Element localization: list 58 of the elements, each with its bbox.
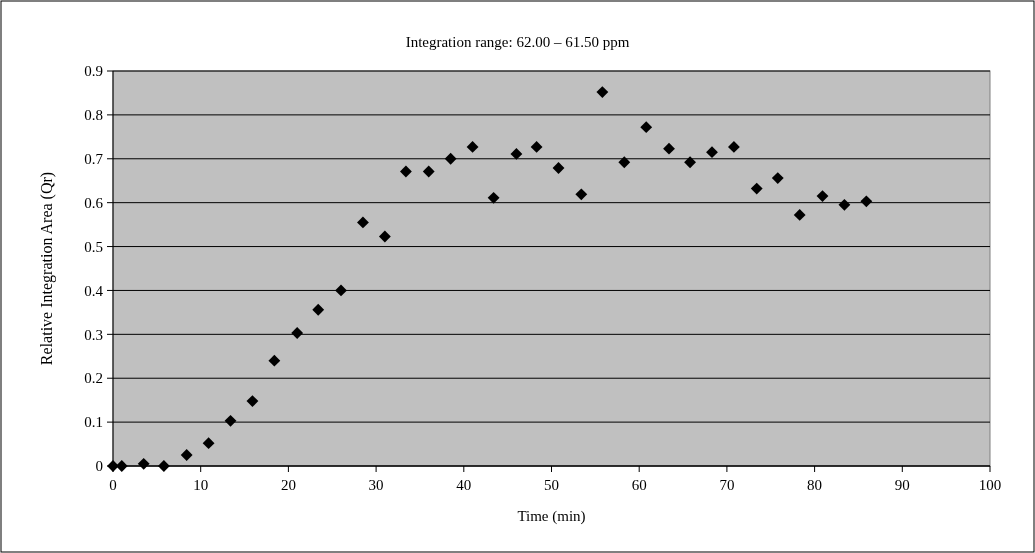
x-tick-label: 10 [193, 477, 209, 493]
point [640, 121, 653, 134]
point [706, 146, 718, 159]
point [378, 230, 391, 243]
point [816, 190, 829, 202]
y-tick-label: 0.1 [84, 414, 103, 431]
point [575, 188, 588, 201]
x-tick-label: 60 [631, 477, 647, 493]
point [202, 437, 215, 450]
point [357, 216, 369, 229]
point [224, 414, 237, 427]
x-axis-title: Time (min) [517, 508, 586, 525]
point [268, 354, 281, 367]
point [860, 195, 873, 208]
point [157, 460, 170, 472]
x-tick-label: 50 [544, 477, 559, 493]
x-tick-label: 40 [456, 477, 472, 493]
point [487, 191, 500, 204]
point [246, 395, 259, 407]
point [728, 141, 740, 153]
point [137, 457, 150, 470]
y-tick-label: 0.4 [84, 282, 104, 299]
x-tick-label: 80 [807, 477, 823, 493]
x-tick-label: 70 [719, 477, 735, 493]
y-tick-label: 0 [95, 458, 103, 475]
y-tick-label: 0.7 [84, 151, 104, 168]
point [180, 449, 193, 461]
y-tick-label: 0.6 [84, 194, 104, 211]
y-tick-label: 0.9 [84, 63, 103, 80]
y-axis-title: Relative Integration Area (Qr) [38, 171, 56, 366]
point [335, 284, 347, 297]
x-tick-label: 90 [894, 477, 910, 493]
point [750, 182, 763, 195]
point [422, 165, 435, 178]
point [663, 142, 675, 155]
point [618, 156, 631, 169]
y-tick-label: 0.5 [84, 238, 103, 255]
x-tick-label: 20 [280, 477, 296, 493]
x-tick-label: 30 [368, 477, 384, 493]
point [684, 156, 696, 169]
x-tick-label: 100 [978, 477, 1002, 493]
point [771, 172, 784, 184]
point [400, 165, 412, 178]
point [444, 152, 457, 165]
y-tick-label: 0.8 [84, 107, 103, 124]
x-tick-label: 0 [109, 477, 117, 493]
point [793, 209, 806, 221]
point [312, 303, 325, 316]
chart-title: Integration range: 62.00 – 61.50 ppm [405, 34, 630, 50]
point [596, 86, 609, 98]
y-tick-label: 0.2 [84, 370, 103, 387]
point [466, 141, 479, 153]
point [552, 162, 565, 174]
point [838, 198, 851, 211]
y-tick-label: 0.3 [84, 326, 103, 343]
point [510, 148, 523, 160]
point [291, 327, 304, 339]
point [530, 141, 543, 153]
